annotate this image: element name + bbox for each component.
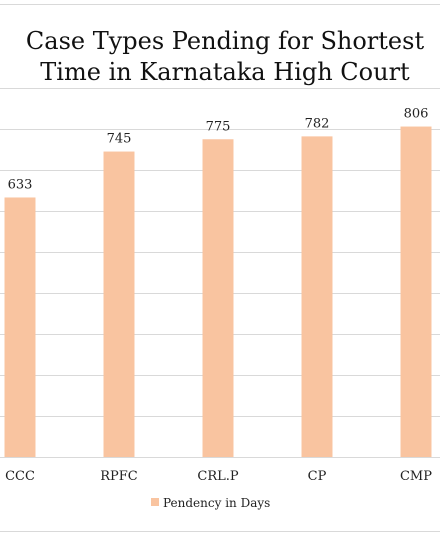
data-labels: 633 745 775 782 806 (8, 107, 429, 193)
legend: Pendency in Days (151, 496, 270, 510)
data-label: 782 (305, 116, 330, 131)
chart-title: Case Types Pending for Shortest Time in … (25, 27, 425, 86)
data-label: 633 (8, 177, 33, 192)
x-tick-label: RPFC (100, 469, 138, 484)
bars (4, 126, 432, 458)
data-label: 745 (107, 132, 132, 147)
data-label: 806 (404, 107, 429, 122)
x-tick-label: CMP (400, 469, 432, 484)
legend-swatch (151, 498, 159, 506)
bar-cmp (400, 126, 432, 457)
bar-cp (301, 136, 333, 457)
bar-ccc (4, 197, 36, 457)
legend-label: Pendency in Days (163, 496, 270, 510)
data-label: 775 (206, 119, 231, 134)
x-tick-label: CP (308, 469, 327, 484)
bar-crl-p (202, 139, 234, 457)
bar-rpfc (103, 151, 135, 458)
x-tick-label: CRL.P (197, 469, 239, 484)
x-axis-ticks: CCC RPFC CRL.P CP CMP (5, 469, 432, 484)
x-tick-label: CCC (5, 469, 35, 484)
